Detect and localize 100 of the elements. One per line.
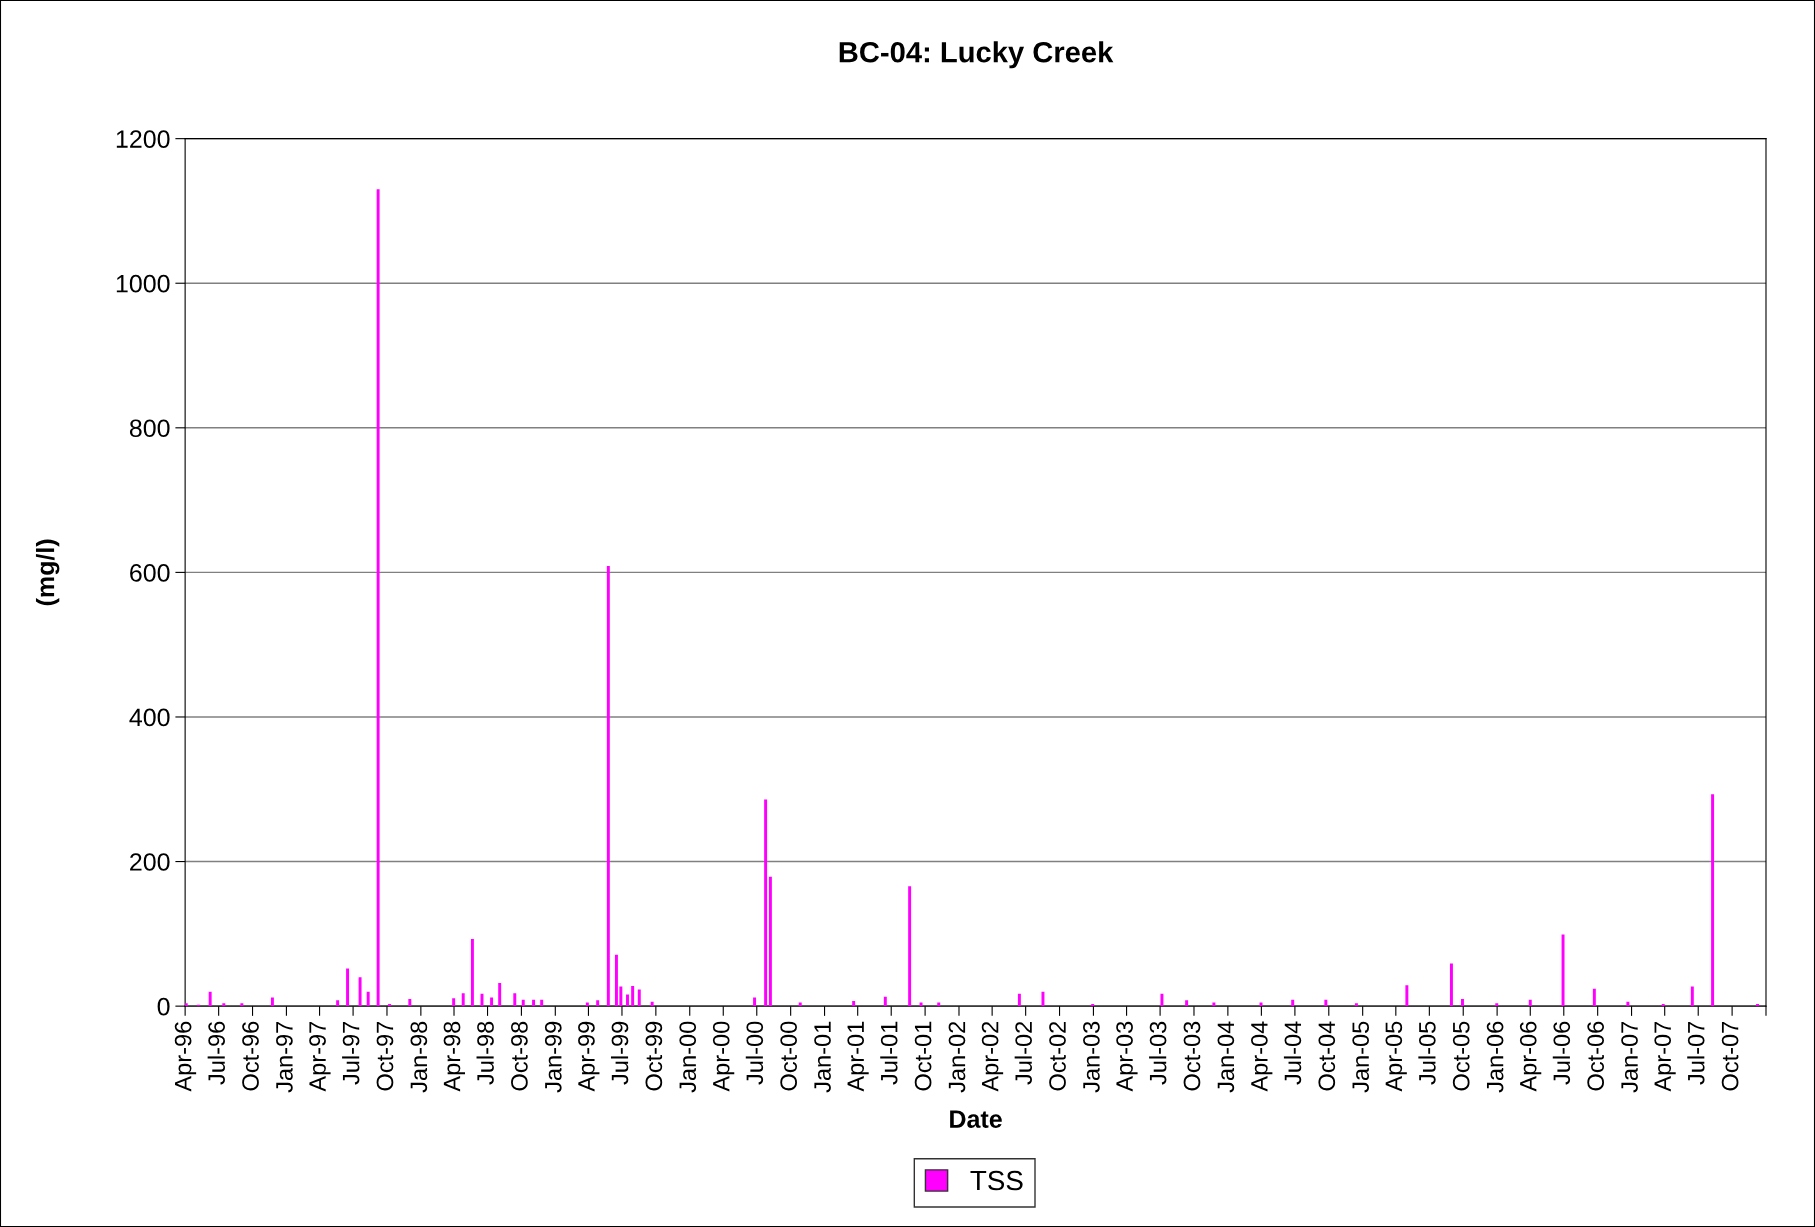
x-tick-label: Oct-96 (242, 1021, 259, 1091)
bar (626, 994, 629, 1007)
x-tick-label: Jan-07 (1621, 1021, 1638, 1093)
x-tick-label: Oct-05 (1452, 1021, 1470, 1091)
bar (222, 1003, 226, 1007)
x-tick-label: Apr-97 (309, 1021, 331, 1092)
bar (521, 999, 525, 1007)
x-tick-label: Jan-03 (1083, 1021, 1100, 1093)
x-tick-label: Jan-02 (948, 1021, 966, 1093)
y-tick-label: 600 (130, 564, 170, 582)
x-tick-label: Oct-01 (914, 1021, 932, 1091)
y-tick-label: 400 (129, 708, 170, 727)
y-axis-title: (mg/l) (35, 539, 60, 606)
x-tick-label: Jul-01 (880, 1021, 898, 1085)
bar (240, 1003, 244, 1007)
x-tick-label: Apr-01 (847, 1021, 869, 1092)
bar (1449, 963, 1453, 1007)
bar (1592, 988, 1596, 1007)
bar (540, 999, 544, 1007)
bar (513, 993, 517, 1007)
bar (1711, 794, 1715, 1007)
bar (606, 565, 610, 1007)
x-tick-label: Oct-97 (376, 1021, 394, 1091)
bar (1160, 993, 1164, 1007)
bar (1626, 1001, 1630, 1007)
bar (1017, 993, 1021, 1007)
x-tick-label: Jul-03 (1149, 1021, 1167, 1085)
bar (1756, 1003, 1759, 1007)
bar (631, 985, 635, 1007)
bar (376, 189, 380, 1007)
x-tick-label: Apr-02 (981, 1021, 1004, 1092)
bar (1185, 1000, 1189, 1007)
bar (753, 997, 757, 1007)
bar (452, 998, 456, 1007)
bar (490, 997, 494, 1007)
x-tick-label: Jul-04 (1283, 1021, 1302, 1085)
x-tick-label: Jan-01 (814, 1021, 831, 1093)
x-tick-label: Oct-99 (645, 1021, 663, 1091)
x-tick-label: Oct-02 (1049, 1021, 1066, 1091)
x-tick-label: Apr-99 (578, 1021, 600, 1092)
bar (336, 1000, 340, 1007)
x-tick-label: Oct-04 (1318, 1021, 1336, 1091)
bar (408, 998, 412, 1007)
x-tick-label: Apr-00 (712, 1021, 735, 1092)
bar (498, 983, 502, 1007)
bar (1324, 999, 1328, 1007)
x-tick-label: Jan-00 (679, 1021, 697, 1093)
bar (596, 1000, 600, 1007)
bar (1561, 934, 1565, 1007)
bar (908, 886, 912, 1007)
bar (208, 991, 212, 1007)
x-tick-label: Jul-05 (1418, 1021, 1436, 1085)
x-tick-label: Jan-97 (276, 1021, 293, 1093)
bar (637, 989, 641, 1007)
bar (1495, 1003, 1499, 1007)
x-tick-label: Apr-98 (443, 1021, 466, 1092)
bar (1461, 998, 1464, 1007)
y-tick-label: 1200 (116, 130, 170, 148)
chart-title: BC-04: Lucky Creek (839, 41, 1114, 69)
y-tick-label: 1000 (116, 274, 170, 293)
bar (1091, 1003, 1095, 1007)
x-tick-label: Oct-98 (511, 1021, 528, 1091)
bar (388, 1003, 392, 1007)
bar (1405, 985, 1409, 1007)
x-tick-label: Jan-05 (1352, 1021, 1370, 1093)
bar (614, 954, 618, 1007)
bar (270, 997, 274, 1007)
bar (883, 996, 887, 1007)
x-tick-label: Jul-98 (476, 1021, 494, 1085)
bar (1354, 1003, 1358, 1007)
x-tick-label: Apr-07 (1654, 1021, 1676, 1092)
x-tick-label: Jul-06 (1552, 1021, 1571, 1085)
x-tick-label: Oct-06 (1587, 1021, 1605, 1091)
bar (532, 999, 536, 1007)
y-tick-label: 200 (130, 853, 170, 871)
legend-label: TSS (970, 1170, 1023, 1191)
x-tick-label: Apr-06 (1519, 1021, 1542, 1092)
x-axis-title: Date (950, 1110, 1002, 1128)
bar (1528, 999, 1532, 1007)
x-tick-label: Jul-02 (1014, 1021, 1032, 1085)
bar (366, 991, 370, 1007)
x-tick-label: Oct-00 (780, 1021, 797, 1091)
x-tick-label: Jan-99 (544, 1021, 562, 1093)
y-tick-label: 800 (129, 419, 170, 438)
bar (764, 799, 768, 1007)
bar (358, 977, 362, 1007)
bar (852, 1001, 856, 1007)
x-tick-label: Jan-98 (410, 1021, 428, 1093)
x-tick-label: Oct-03 (1183, 1021, 1201, 1091)
bar (346, 968, 350, 1007)
y-tick-label: 0 (157, 997, 170, 1016)
x-tick-label: Apr-05 (1385, 1021, 1407, 1092)
bar (470, 938, 474, 1007)
x-tick-label: Jul-99 (610, 1021, 629, 1085)
bar (1291, 999, 1295, 1007)
bar (1690, 986, 1694, 1007)
bar (461, 993, 465, 1007)
x-tick-label: Jan-06 (1486, 1021, 1504, 1093)
bar (650, 1001, 654, 1007)
x-tick-label: Jul-00 (745, 1021, 764, 1085)
